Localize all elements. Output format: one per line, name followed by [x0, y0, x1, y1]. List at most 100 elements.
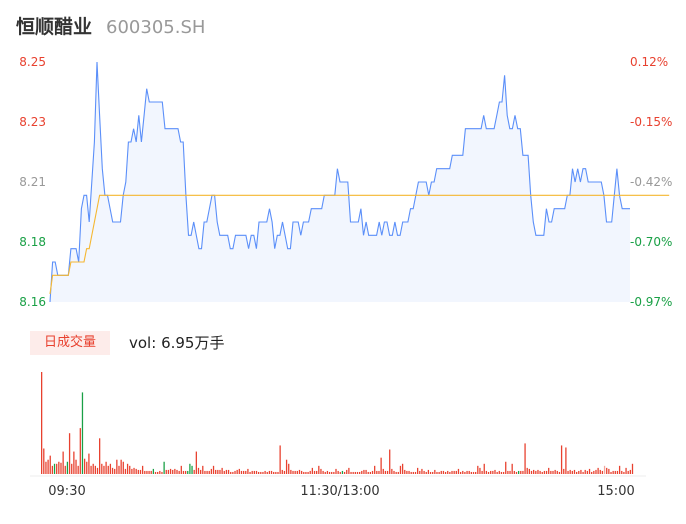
- volume-bar: [157, 471, 159, 474]
- volume-bar: [601, 470, 604, 474]
- volume-bar: [298, 469, 301, 474]
- y-tick-label-right: -0.42%: [630, 175, 672, 189]
- volume-bar: [380, 457, 382, 474]
- volume-bar: [66, 461, 69, 474]
- volume-bar: [515, 471, 518, 474]
- volume-bar: [178, 470, 180, 474]
- volume-bar: [234, 470, 236, 474]
- volume-bar: [111, 467, 114, 474]
- volume-bar: [73, 451, 75, 474]
- volume-bar: [567, 470, 569, 474]
- volume-bar: [245, 470, 247, 474]
- y-tick-label-right: -0.70%: [630, 235, 672, 249]
- volume-bar: [595, 469, 597, 474]
- volume-bar: [249, 471, 251, 474]
- daily-volume-tab[interactable]: 日成交量: [30, 331, 110, 355]
- volume-bar: [193, 469, 195, 474]
- volume-bar: [425, 471, 427, 474]
- volume-bar: [399, 465, 402, 474]
- volume-bar: [466, 470, 468, 474]
- volume-bar: [68, 433, 71, 474]
- volume-bar: [354, 471, 356, 474]
- volume-bar: [350, 471, 352, 474]
- volume-bar: [71, 463, 73, 474]
- volume-bar: [436, 471, 438, 474]
- volume-bar: [75, 459, 77, 474]
- volume-bar: [144, 470, 146, 474]
- volume-bar: [490, 470, 492, 474]
- volume-bar: [552, 470, 554, 474]
- volume-bar: [584, 469, 586, 474]
- volume-bar: [206, 470, 208, 474]
- volume-bar: [176, 469, 178, 474]
- volume-bar: [83, 458, 86, 474]
- volume-bar: [255, 470, 258, 474]
- volume-bar: [541, 471, 543, 474]
- volume-bar: [223, 470, 225, 474]
- volume-bar: [610, 471, 612, 474]
- volume-bar: [361, 470, 363, 474]
- volume-bar: [240, 470, 243, 474]
- volume-bar: [277, 471, 279, 474]
- volume-bar: [296, 470, 298, 474]
- volume-bar: [294, 470, 296, 474]
- volume-bar: [309, 470, 311, 474]
- volume-bar: [530, 470, 533, 474]
- volume-bar: [434, 469, 436, 474]
- volume-bar: [410, 471, 412, 474]
- volume-bar: [311, 467, 314, 474]
- x-tick-label: 09:30: [48, 484, 85, 499]
- volume-bar: [440, 470, 442, 474]
- volume-bar: [191, 465, 193, 474]
- volume-bar: [533, 469, 535, 474]
- volume-bar: [522, 470, 524, 474]
- volume-bar: [374, 465, 376, 474]
- volume-bar: [386, 470, 389, 474]
- volume-bar: [537, 469, 539, 474]
- volume-bar: [268, 470, 271, 474]
- volume-bar: [88, 453, 90, 474]
- volume-bar: [487, 471, 490, 474]
- volume-bar: [262, 471, 264, 474]
- volume-bar: [578, 470, 580, 474]
- volume-bar: [346, 469, 348, 474]
- y-tick-label-right: 0.12%: [630, 55, 668, 69]
- volume-readout: vol: 6.95万手: [129, 332, 224, 353]
- volume-bar: [524, 443, 526, 474]
- volume-bar: [337, 470, 339, 474]
- volume-bar: [376, 470, 378, 474]
- volume-bar: [339, 471, 341, 474]
- volume-bar: [414, 471, 417, 474]
- volume-bar: [335, 468, 337, 474]
- volume-bar: [141, 465, 144, 474]
- volume-bar: [498, 470, 500, 474]
- volume-bar: [509, 470, 511, 474]
- volume-bar: [90, 465, 92, 474]
- volume-bar: [77, 465, 79, 474]
- volume-bar: [290, 469, 292, 474]
- volume-bar: [358, 471, 361, 474]
- volume-bar: [285, 459, 288, 474]
- volume-bar: [266, 471, 268, 474]
- volume-bar: [391, 468, 393, 474]
- volume-bar: [371, 470, 374, 474]
- y-tick-label-right: -0.97%: [630, 295, 672, 309]
- volume-bar: [588, 468, 591, 474]
- volume-bar: [603, 465, 606, 474]
- volume-bar: [554, 469, 556, 474]
- volume-bar: [539, 470, 541, 474]
- volume-bar: [273, 471, 275, 474]
- volume-bar: [56, 463, 58, 474]
- volume-bar: [189, 463, 191, 474]
- volume-bar: [163, 461, 165, 474]
- volume-bar: [180, 465, 182, 474]
- volume-bar: [455, 470, 457, 474]
- volume-bar: [479, 467, 481, 474]
- volume-bar: [135, 468, 137, 474]
- volume-bar: [417, 467, 419, 474]
- y-tick-label-left: 8.21: [19, 175, 46, 189]
- volume-bar: [593, 470, 595, 474]
- volume-bar: [621, 470, 623, 474]
- volume-bar: [210, 468, 213, 474]
- volume-bar: [124, 468, 127, 474]
